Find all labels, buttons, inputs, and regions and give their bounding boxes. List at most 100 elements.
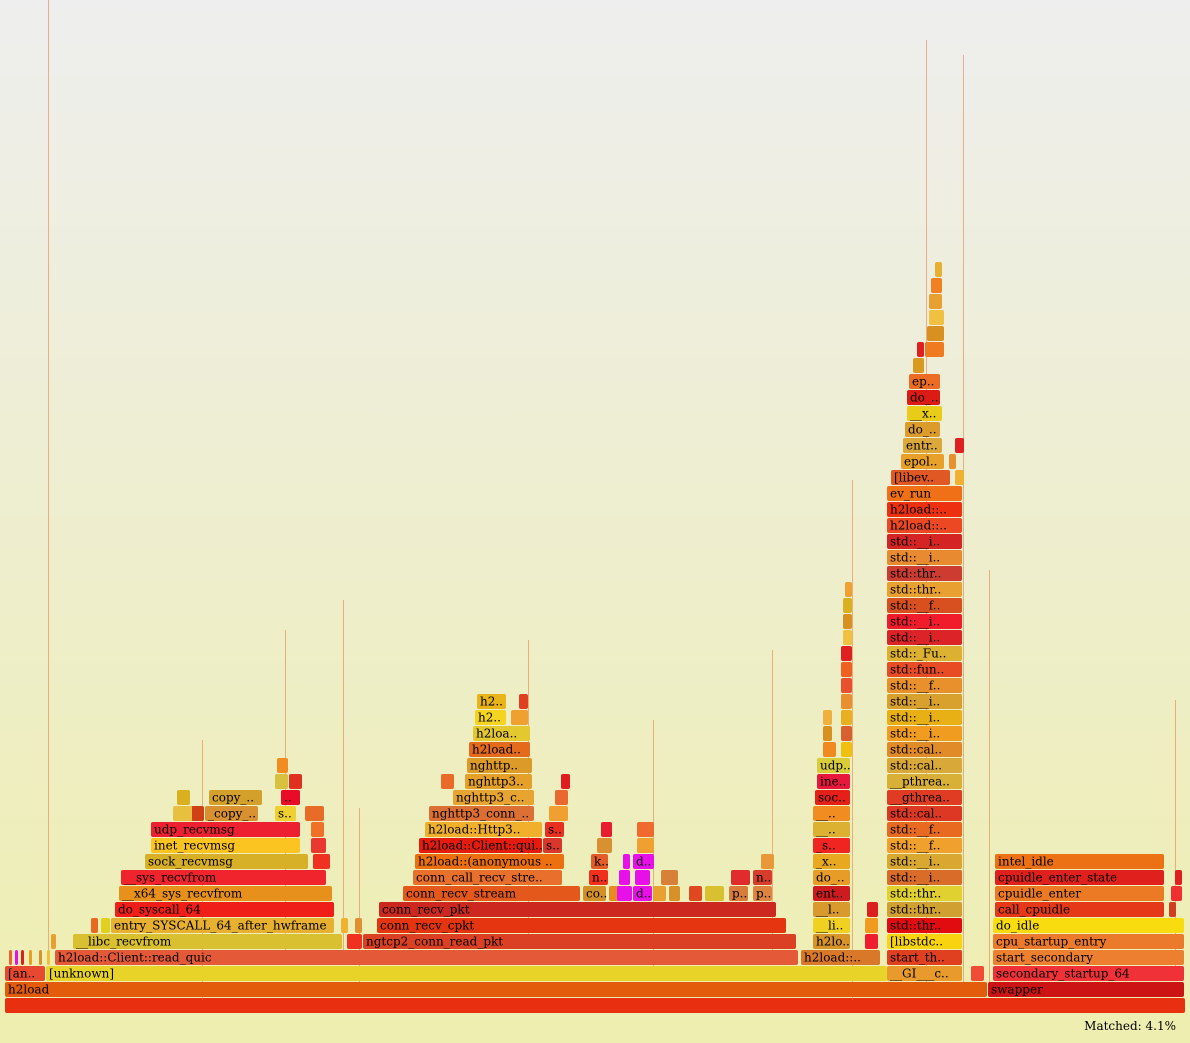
flame-frame-small[interactable] — [355, 918, 362, 933]
flame-frame[interactable]: __GI___c.. — [887, 966, 962, 981]
flame-frame-box[interactable] — [545, 822, 564, 837]
flame-frame[interactable]: _s.. — [813, 838, 850, 853]
flame-frame-small[interactable] — [305, 806, 324, 821]
flame-frame-small[interactable] — [91, 918, 98, 933]
flame-frame-box[interactable] — [887, 870, 962, 885]
flame-frame-box[interactable] — [887, 966, 962, 981]
flame-frame-box[interactable] — [995, 886, 1164, 901]
flame-frame-box[interactable] — [887, 758, 962, 773]
flame-frame-small[interactable] — [843, 614, 852, 629]
flame-frame-box[interactable] — [887, 518, 962, 533]
flame-frame-box[interactable] — [887, 950, 962, 965]
flame-frame[interactable]: p.. — [729, 886, 748, 901]
flame-frame-small[interactable] — [441, 774, 454, 789]
flame-frame-box[interactable] — [903, 438, 942, 453]
flame-frame-box[interactable] — [905, 422, 940, 437]
flame-frame[interactable]: [libstdc.. — [887, 934, 962, 949]
flame-frame[interactable]: .. — [281, 790, 300, 805]
flame-frame[interactable]: soc.. — [815, 790, 850, 805]
flame-frame[interactable]: h2load.. — [469, 742, 530, 757]
flame-frame-small[interactable] — [925, 342, 944, 357]
flame-frame-box[interactable] — [363, 934, 796, 949]
flame-frame[interactable]: __pthrea.. — [887, 774, 962, 789]
flame-frame[interactable]: __x.. — [907, 406, 942, 421]
flame-frame-small[interactable] — [177, 790, 190, 805]
flame-frame-box[interactable] — [988, 982, 1184, 997]
flame-frame[interactable]: std::thr.. — [887, 566, 962, 581]
flame-frame-small[interactable] — [313, 854, 330, 869]
flame-frame-small[interactable] — [561, 774, 570, 789]
flame-frame-small[interactable] — [971, 966, 984, 981]
flame-frame-box[interactable] — [145, 854, 308, 869]
flame-frame[interactable]: std::fun.. — [887, 662, 962, 677]
flame-frame-box[interactable] — [907, 390, 940, 405]
flame-frame[interactable]: do_.. — [905, 422, 940, 437]
flame-frame[interactable]: do_idle — [993, 918, 1184, 933]
flame-frame-box[interactable] — [995, 902, 1164, 917]
flame-frame-small[interactable] — [347, 934, 362, 949]
flame-frame-box[interactable] — [887, 582, 962, 597]
flame-frame-box[interactable] — [591, 854, 608, 869]
flame-frame-small[interactable] — [841, 726, 852, 741]
flame-frame-box[interactable] — [887, 694, 962, 709]
flame-frame[interactable]: std::thr.. — [887, 918, 962, 933]
flame-frame[interactable]: n.. — [589, 870, 608, 885]
flame-frame[interactable]: std::__i.. — [887, 534, 962, 549]
flame-frame-box[interactable] — [413, 870, 562, 885]
flame-frame-small[interactable] — [277, 758, 288, 773]
flame-frame-box[interactable] — [589, 870, 608, 885]
flame-frame-box[interactable] — [467, 758, 532, 773]
flame-frame-box[interactable] — [887, 854, 962, 869]
flame-frame[interactable]: start_secondary — [993, 950, 1184, 965]
flame-frame[interactable]: copy_.. — [209, 790, 262, 805]
flame-frame-box[interactable] — [111, 918, 334, 933]
flame-frame-box[interactable] — [205, 806, 258, 821]
flame-frame-box[interactable] — [907, 406, 942, 421]
flame-frame-small[interactable] — [761, 854, 774, 869]
flame-frame-small[interactable] — [867, 902, 878, 917]
flame-frame[interactable]: __.. — [813, 822, 850, 837]
flame-frame[interactable]: __li.. — [813, 918, 850, 933]
flame-frame-small[interactable] — [931, 278, 942, 293]
flame-frame-small[interactable] — [21, 950, 24, 965]
flame-frame-box[interactable] — [887, 886, 962, 901]
flame-frame[interactable]: d.. — [633, 854, 651, 869]
flame-frame[interactable]: std::__f.. — [887, 822, 962, 837]
flame-frame-box[interactable] — [5, 982, 987, 997]
flame-frame-small[interactable] — [39, 950, 42, 965]
flame-frame-box[interactable] — [115, 902, 334, 917]
flame-frame[interactable]: conn_call_recv_stre.. — [413, 870, 562, 885]
flame-frame-small[interactable] — [47, 950, 50, 965]
flame-frame-box[interactable] — [993, 934, 1184, 949]
flame-frame-small[interactable] — [597, 838, 612, 853]
flame-frame-small[interactable] — [173, 806, 192, 821]
flame-frame-small[interactable] — [311, 838, 326, 853]
flame-frame-box[interactable] — [275, 806, 296, 821]
flame-frame-small[interactable] — [841, 662, 852, 677]
flame-frame[interactable]: cpuidle_enter_state — [995, 870, 1164, 885]
flame-frame[interactable]: std::_Fu.. — [887, 646, 962, 661]
flame-frame-small[interactable] — [341, 918, 348, 933]
flame-frame-box[interactable] — [887, 918, 962, 933]
flame-frame[interactable]: h2.. — [475, 710, 506, 725]
flame-frame-small[interactable] — [635, 870, 650, 885]
flame-frame-box[interactable] — [815, 790, 850, 805]
flame-frame-small[interactable] — [555, 790, 568, 805]
flame-frame-small[interactable] — [913, 358, 924, 373]
flame-frame-small[interactable] — [841, 678, 852, 693]
flame-frame-small[interactable] — [275, 774, 288, 789]
flame-frame-box[interactable] — [887, 614, 962, 629]
flame-frame[interactable]: ev_run — [887, 486, 962, 501]
flame-frame[interactable]: h2load::.. — [801, 950, 880, 965]
flame-frame-box[interactable] — [469, 742, 530, 757]
flame-frame[interactable]: nghttp3_conn_.. — [429, 806, 534, 821]
flame-frame-small[interactable] — [549, 806, 568, 821]
flame-frame[interactable]: std::__i.. — [887, 710, 962, 725]
flame-frame-box[interactable] — [583, 886, 606, 901]
flame-frame[interactable]: std::thr.. — [887, 886, 962, 901]
flame-frame-box[interactable] — [995, 870, 1164, 885]
flame-frame-box[interactable] — [377, 918, 786, 933]
flame-frame[interactable]: conn_recv_cpkt — [377, 918, 786, 933]
flame-frame[interactable]: do_syscall_64 — [115, 902, 334, 917]
flame-frame-box[interactable] — [901, 454, 944, 469]
